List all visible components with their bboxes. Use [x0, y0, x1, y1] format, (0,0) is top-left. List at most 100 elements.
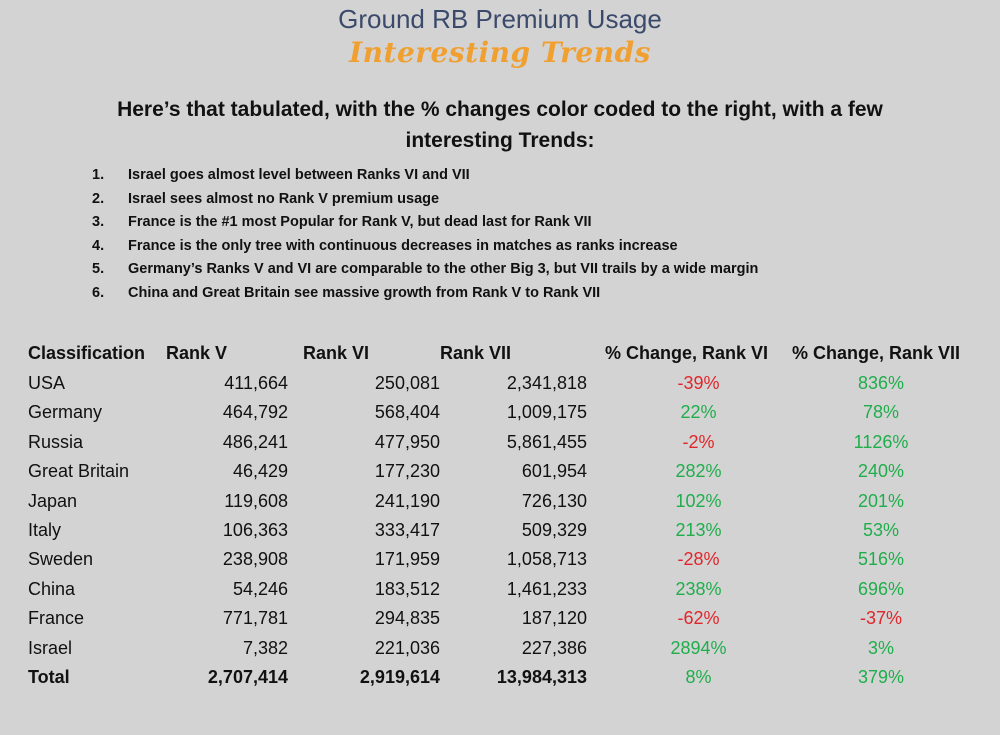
cell-rank-v: 2,707,414	[207, 667, 288, 688]
cell-rank-vi: 241,190	[374, 490, 440, 511]
trend-text: Germany’s Ranks V and VI are comparable …	[128, 261, 759, 278]
trend-text: China and Great Britain see massive grow…	[128, 284, 601, 301]
cell-rank-v: 54,246	[232, 578, 288, 599]
cell-rank-vii: 726,130	[521, 490, 587, 511]
cell-rank-vii: 1,009,175	[506, 402, 587, 423]
table-row: Russia 486,241 477,950 5,861,455 -2% 1126%	[22, 428, 970, 457]
table-header-row: Classification Rank V Rank VI Rank VII %…	[22, 339, 970, 369]
cell-classification: Israel	[28, 637, 73, 658]
cell-pct-change-vii: 3%	[867, 637, 894, 658]
cell-pct-change-vii: 240%	[857, 461, 905, 482]
trend-number: 1.	[92, 167, 105, 183]
cell-pct-change-vi: -62%	[677, 608, 720, 629]
cell-rank-v: 411,664	[224, 373, 288, 393]
trend-item: 2. Israel sees almost no Rank V premium u…	[92, 188, 758, 212]
cell-pct-change-vi: 238%	[675, 578, 722, 599]
header-rank-vi: Rank VI	[303, 343, 370, 364]
cell-rank-v: 238,908	[222, 549, 288, 570]
cell-pct-change-vi: 2894%	[670, 637, 727, 658]
cell-rank-vii: 2,341,818	[506, 373, 587, 393]
cell-rank-v: 771,781	[222, 608, 288, 629]
cell-rank-vi: 2,919,614	[359, 667, 440, 688]
cell-rank-vi: 183,512	[374, 578, 440, 599]
header-rank-vii: Rank VII	[440, 343, 512, 364]
table-row: Great Britain 46,429 177,230 601,954 282% 240…	[22, 457, 970, 486]
trend-text: Israel sees almost no Rank V premium usa…	[128, 190, 440, 207]
trend-number: 5.	[92, 261, 105, 278]
trend-number: 6.	[92, 284, 105, 301]
cell-pct-change-vi: -2%	[682, 431, 715, 452]
cell-gap	[587, 428, 605, 457]
cell-rank-v: 119,608	[224, 490, 288, 511]
cell-classification: France	[28, 608, 85, 629]
trend-number: 2.	[92, 190, 105, 207]
header-pct-change-vii: % Change, Rank VII	[792, 343, 961, 364]
cell-rank-vii: 227,386	[521, 637, 587, 658]
cell-pct-change-vi: -28%	[677, 549, 720, 570]
cell-gap	[587, 457, 605, 486]
cell-rank-vii: 187,120	[521, 608, 587, 629]
cell-classification: Italy	[28, 520, 62, 541]
trend-item: 5. Germany’s Ranks V and VI are comparabl…	[92, 258, 758, 282]
trend-item: 3. France is the #1 most Popular for Rank…	[92, 211, 758, 235]
cell-pct-change-vi: -39%	[677, 373, 720, 393]
cell-pct-change-vii: 78%	[862, 402, 900, 423]
cell-pct-change-vi: 22%	[680, 402, 717, 423]
cell-gap	[587, 575, 605, 604]
intro-text: Here’s that tabulated, with the % change…	[117, 98, 883, 152]
table-row: Sweden 238,908 171,959 1,058,713 -28% 516%	[22, 545, 970, 574]
cell-gap	[587, 663, 605, 692]
cell-rank-vi: 333,417	[374, 520, 440, 541]
cell-pct-change-vii: 516%	[857, 549, 905, 570]
trend-item: 6. China and Great Britain see massive gr…	[92, 282, 758, 306]
cell-rank-v: 7,382	[242, 637, 288, 658]
cell-pct-change-vii: -37%	[859, 608, 903, 629]
cell-pct-change-vii: 201%	[857, 490, 905, 511]
cell-pct-change-vi: 8%	[685, 667, 712, 688]
cell-pct-change-vii: 1126%	[853, 431, 909, 452]
cell-gap	[587, 604, 605, 633]
cell-rank-v: 486,241	[222, 431, 288, 452]
cell-gap	[587, 516, 605, 545]
cell-rank-vi: 171,959	[374, 549, 440, 570]
page-subtitle: Interesting Trends	[349, 36, 651, 69]
cell-rank-vi: 294,835	[374, 608, 440, 629]
table-row: Japan 119,608 241,190 726,130 102% 201%	[22, 487, 970, 516]
cell-classification: China	[28, 578, 76, 599]
usage-table: Classification Rank V Rank VI Rank VII %…	[22, 339, 970, 692]
cell-rank-vi: 250,081	[374, 373, 440, 393]
table-row: Germany 464,792 568,404 1,009,175 22% 78%	[22, 398, 970, 427]
table-row: China 54,246 183,512 1,461,233 238% 696%	[22, 575, 970, 604]
trend-number: 4.	[92, 237, 105, 254]
cell-rank-vii: 1,461,233	[506, 578, 587, 599]
cell-classification: Sweden	[28, 549, 94, 570]
trend-number: 3.	[92, 214, 105, 231]
cell-rank-vi: 477,950	[374, 431, 440, 452]
cell-rank-vii: 601,954	[521, 461, 587, 482]
total-row: Total 2,707,414 2,919,614 13,984,313 8% 379%	[22, 663, 970, 692]
trend-item: 4. France is the only tree with continuou…	[92, 235, 758, 259]
cell-rank-vi: 221,036	[374, 637, 440, 658]
cell-classification: Total	[28, 667, 70, 688]
cell-rank-vii: 5,861,455	[506, 431, 587, 452]
cell-pct-change-vi: 213%	[675, 520, 722, 541]
cell-rank-v: 46,429	[232, 461, 288, 482]
table-row: Israel 7,382 221,036 227,386 2894% 3%	[22, 634, 970, 663]
cell-gap	[587, 398, 605, 427]
cell-gap	[587, 369, 605, 398]
table-row: France 771,781 294,835 187,120 -62% -37%	[22, 604, 970, 633]
cell-pct-change-vii: 379%	[857, 667, 905, 688]
cell-rank-vii: 509,329	[521, 520, 587, 541]
header-pct-change-vi: % Change, Rank VI	[605, 343, 769, 364]
trend-text: France is the only tree with continuous …	[128, 237, 678, 254]
cell-rank-vi: 568,404	[374, 402, 440, 423]
trend-text: Israel goes almost level between Ranks V…	[128, 167, 470, 183]
cell-classification: Russia	[28, 431, 84, 452]
table-row: USA 411,664 250,081 2,341,818 -39% 836%	[22, 369, 970, 398]
cell-gap	[587, 487, 605, 516]
cell-rank-v: 106,363	[222, 520, 288, 541]
trends-list: 1. Israel goes almost level between Ranks…	[92, 164, 758, 306]
cell-gap	[587, 545, 605, 574]
cell-rank-vi: 177,230	[374, 461, 440, 482]
cell-classification: Great Britain	[28, 461, 130, 482]
